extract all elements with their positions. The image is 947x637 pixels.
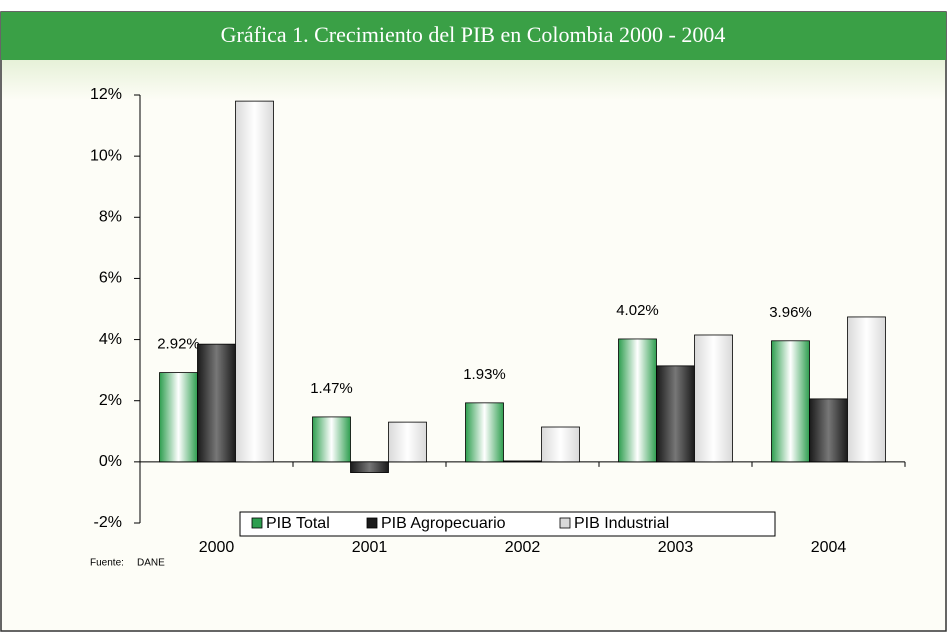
bar	[541, 426, 580, 463]
y-tick-label: 6%	[99, 270, 122, 287]
y-tick-label: 0%	[99, 453, 122, 470]
bar	[350, 461, 389, 473]
legend-swatch	[366, 517, 378, 529]
y-tick-label: 4%	[99, 331, 122, 348]
bar	[694, 334, 733, 463]
x-tick-label: 2004	[811, 539, 847, 556]
data-label: 4.02%	[616, 302, 659, 319]
bar	[618, 338, 657, 463]
x-tick-label: 2003	[658, 539, 694, 556]
data-label: 3.96%	[769, 304, 812, 321]
legend-label: PIB Total	[266, 515, 330, 532]
bar	[197, 343, 236, 463]
bar	[312, 416, 351, 463]
x-tick-label: 2001	[352, 539, 388, 556]
bar	[847, 316, 886, 463]
y-tick-label: 12%	[90, 86, 122, 103]
y-tick-label: -2%	[94, 514, 122, 531]
bar	[809, 398, 848, 463]
x-tick-label: 2002	[505, 539, 541, 556]
chart-title: Gráfica 1. Crecimiento del PIB en Colomb…	[221, 22, 726, 47]
y-tick-label: 8%	[99, 209, 122, 226]
x-tick-label: 2000	[199, 539, 235, 556]
data-label: 1.93%	[463, 366, 506, 383]
bar	[235, 100, 274, 463]
legend-swatch	[559, 517, 571, 529]
data-label: 1.47%	[310, 380, 353, 397]
source-label: Fuente:	[90, 558, 124, 569]
bar	[503, 460, 542, 463]
bar	[159, 372, 198, 463]
y-tick-label: 10%	[90, 147, 122, 164]
y-tick-label: 2%	[99, 392, 122, 409]
legend	[239, 511, 776, 537]
source: DANE	[137, 558, 165, 569]
card	[0, 11, 947, 632]
legend-label: PIB Industrial	[574, 515, 669, 532]
bar	[465, 402, 504, 463]
bar	[771, 340, 810, 463]
header-fade	[2, 60, 945, 100]
bar	[656, 365, 695, 463]
header	[1, 12, 946, 60]
legend-swatch	[251, 517, 263, 529]
legend-label: PIB Agropecuario	[381, 515, 506, 532]
bar	[388, 421, 427, 463]
data-label: 2.92%	[157, 336, 200, 353]
